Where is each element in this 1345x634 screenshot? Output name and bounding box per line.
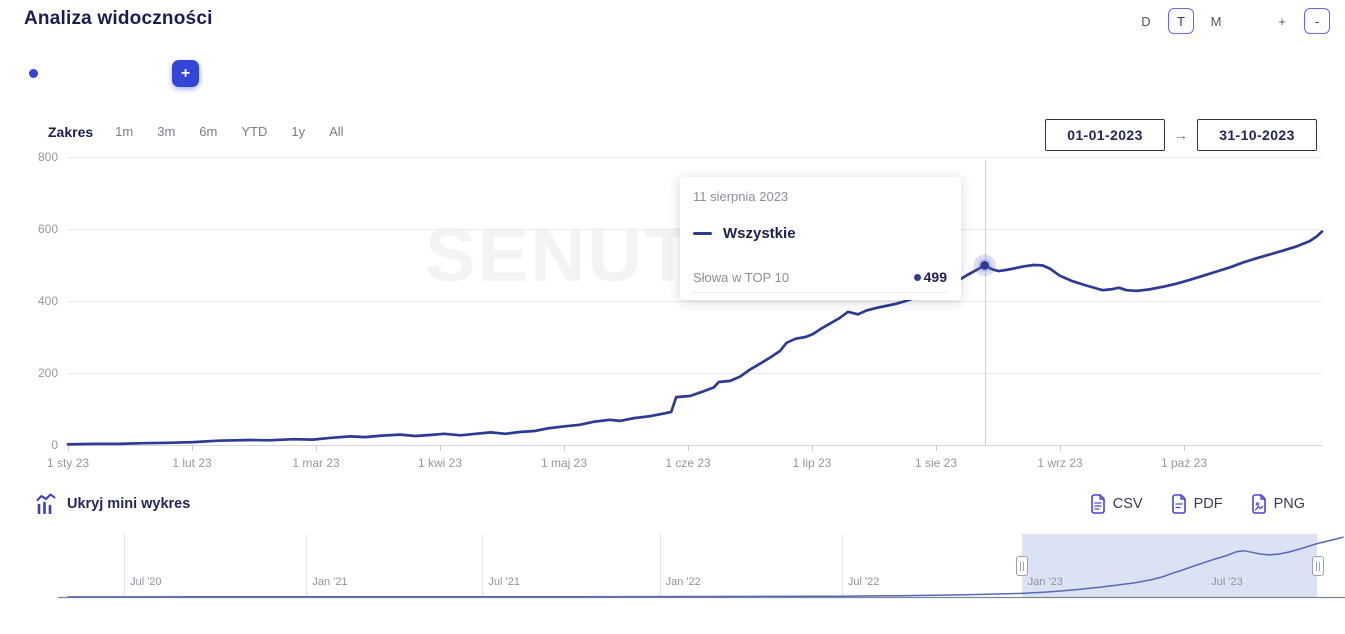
- navigator-label-2: Jan '21: [312, 576, 348, 588]
- tooltip-metric-row: Słowa w TOP 10 499: [693, 269, 947, 285]
- zoom-in-button[interactable]: +: [1278, 13, 1286, 29]
- range-preset-6m[interactable]: 6m: [199, 124, 218, 139]
- granularity-button-t[interactable]: T: [1168, 8, 1194, 34]
- x-axis-label-6: 1 cze 23: [665, 456, 711, 470]
- tooltip-value-group: 499: [913, 269, 947, 285]
- toggle-mini-chart-button[interactable]: Ukryj mini wykres: [36, 493, 190, 514]
- value-dot-icon: [913, 273, 921, 281]
- y-axis-label-800: 800: [37, 150, 58, 164]
- x-axis-label-3: 1 mar 23: [292, 456, 340, 470]
- range-presets-bar: Zakres 1m 3m 6m YTD 1y All: [48, 123, 368, 141]
- granularity-button-d[interactable]: D: [1141, 13, 1151, 29]
- page-title: Analiza widoczności: [24, 8, 213, 29]
- y-axis-label-600: 600: [37, 222, 58, 236]
- y-axis-label-400: 400: [37, 294, 58, 308]
- toggle-mini-chart-label: Ukryj mini wykres: [67, 495, 191, 512]
- series-legend-dot[interactable]: [29, 69, 38, 78]
- range-preset-1m[interactable]: 1m: [115, 124, 134, 139]
- export-label: PDF: [1193, 496, 1223, 512]
- chart-tooltip: 11 sierpnia 2023 Wszystkie Słowa w TOP 1…: [680, 177, 961, 300]
- range-preset-1y[interactable]: 1y: [291, 124, 306, 139]
- tooltip-series-row: Wszystkie: [693, 225, 796, 242]
- navigator-label-7: Jul '23: [1211, 576, 1243, 588]
- tooltip-date: 11 sierpnia 2023: [693, 189, 789, 204]
- range-label: Zakres: [48, 124, 94, 140]
- file-png-icon: [1251, 494, 1266, 514]
- mini-chart-icon: [36, 493, 56, 514]
- x-axis-label-10: 1 paź 23: [1160, 456, 1208, 470]
- x-axis-label-2: 1 lut 23: [172, 456, 212, 470]
- range-preset-3m[interactable]: 3m: [157, 124, 176, 139]
- tooltip-divider: [692, 292, 949, 293]
- export-csv-button[interactable]: CSV: [1090, 494, 1143, 514]
- tooltip-metric-label: Słowa w TOP 10: [693, 269, 790, 285]
- date-to-input[interactable]: 31-10-2023: [1197, 119, 1317, 151]
- export-pdf-button[interactable]: PDF: [1171, 494, 1223, 514]
- x-axis-label-8: 1 sie 23: [914, 456, 958, 470]
- navigator-selected-range[interactable]: [1021, 534, 1318, 597]
- x-axis-label-9: 1 wrz 23: [1037, 456, 1083, 470]
- file-pdf-icon: [1171, 494, 1186, 514]
- navigator-label-5: Jul '22: [847, 576, 880, 588]
- series-line-swatch-icon: [693, 232, 712, 235]
- file-csv-icon: [1090, 494, 1105, 514]
- export-label: CSV: [1112, 496, 1143, 512]
- add-series-button[interactable]: +: [172, 60, 199, 87]
- zoom-out-button[interactable]: -: [1304, 8, 1330, 34]
- x-axis-label-5: 1 maj 23: [540, 456, 588, 470]
- date-range-picker: 01-01-2023 → 31-10-2023: [1045, 119, 1317, 151]
- navigator-handle-right[interactable]: [1311, 556, 1324, 576]
- navigator-handle-left[interactable]: [1015, 556, 1028, 576]
- range-preset-ytd[interactable]: YTD: [241, 124, 268, 139]
- date-range-arrow-icon: →: [1174, 127, 1188, 143]
- x-axis-label-7: 1 lip 23: [792, 456, 832, 470]
- export-png-button[interactable]: PNG: [1251, 494, 1305, 514]
- navigator-label-1: Jul '20: [130, 576, 162, 588]
- export-buttons: CSV PDF PNG: [1090, 494, 1305, 514]
- navigator-label-3: Jul '21: [488, 576, 520, 588]
- navigator-label-4: Jan '22: [665, 576, 701, 588]
- navigator-label-6: Jan '23: [1027, 576, 1063, 588]
- x-axis-label-1: 1 sty 23: [46, 456, 90, 470]
- x-axis-label-4: 1 kwi 23: [417, 456, 463, 470]
- y-axis-label-0: 0: [51, 438, 58, 452]
- y-axis-label-200: 200: [37, 366, 58, 380]
- granularity-button-m[interactable]: M: [1210, 13, 1222, 29]
- range-preset-all[interactable]: All: [329, 124, 344, 139]
- tooltip-value: 499: [923, 269, 947, 285]
- tooltip-series-name: Wszystkie: [723, 225, 796, 242]
- date-from-input[interactable]: 01-01-2023: [1045, 119, 1165, 151]
- export-label: PNG: [1273, 496, 1305, 512]
